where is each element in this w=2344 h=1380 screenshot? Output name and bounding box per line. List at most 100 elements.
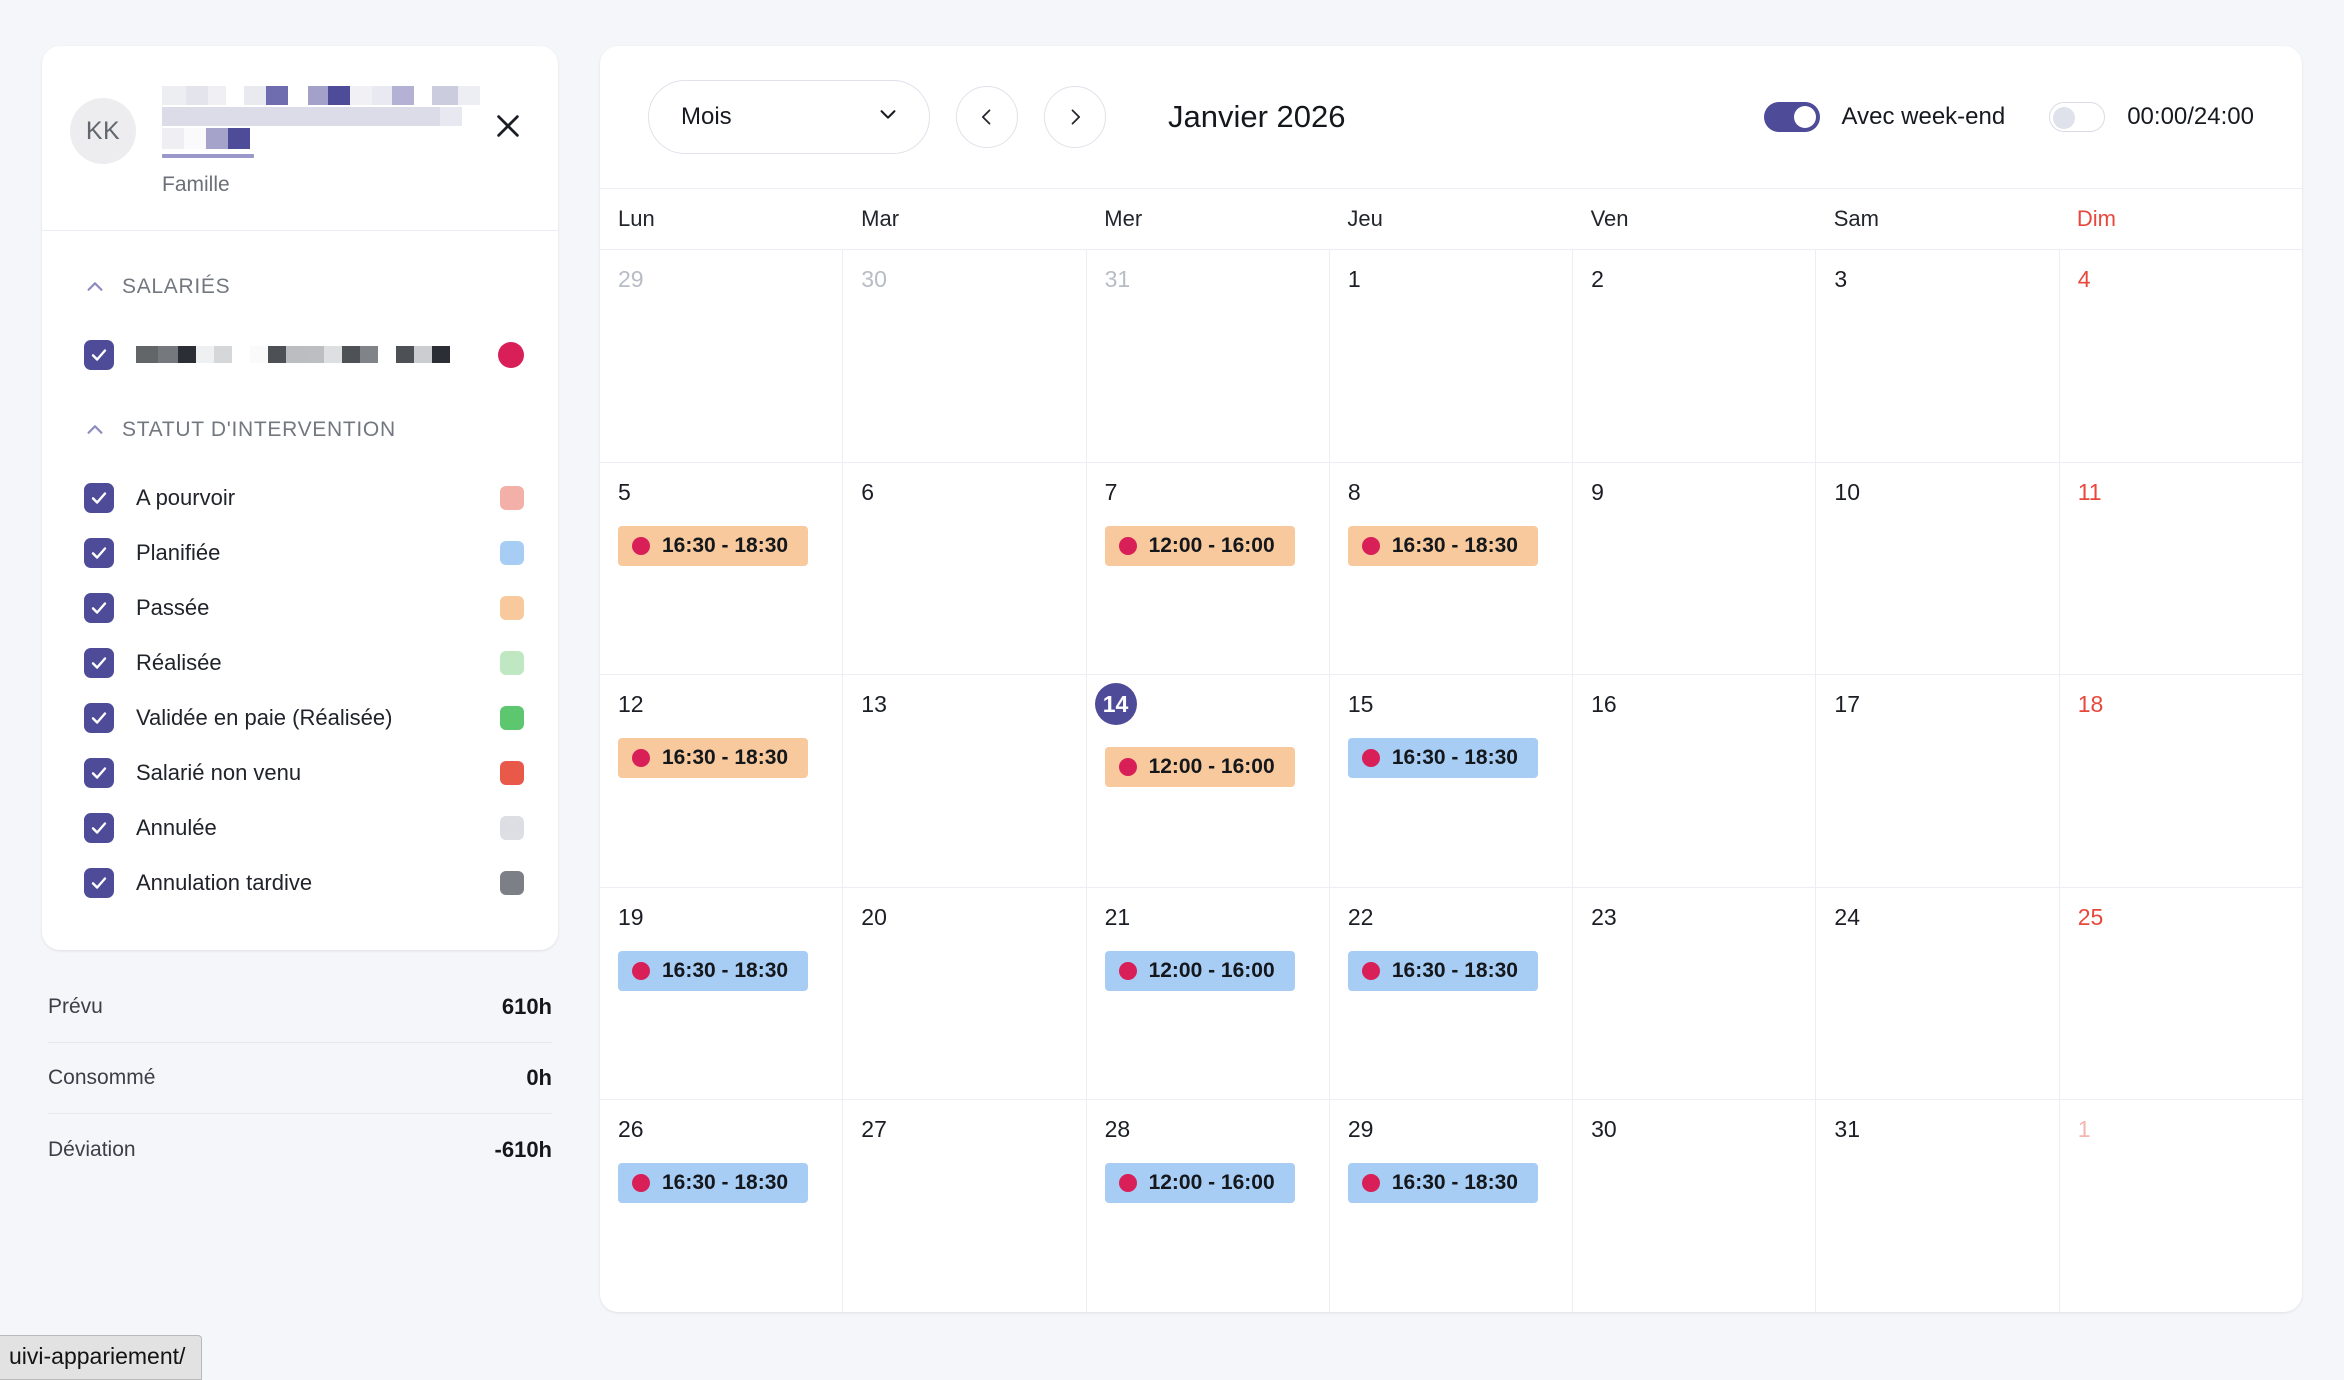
prev-period-button[interactable] — [956, 86, 1018, 148]
calendar-day-cell[interactable]: 30 — [1573, 1100, 1817, 1312]
calendar-day-cell[interactable]: 1 — [1330, 250, 1574, 462]
redaction-line — [162, 107, 486, 126]
weekend-toggle[interactable] — [1763, 102, 1820, 132]
event-employee-dot — [632, 1174, 650, 1193]
status-filter-row[interactable]: Passée — [70, 580, 530, 635]
redaction-block — [396, 346, 414, 363]
toggle-knob — [2053, 107, 2076, 129]
calendar-day-cell[interactable]: 28 12:00 - 16:00 — [1087, 1100, 1330, 1312]
calendar-day-cell[interactable]: 7 12:00 - 16:00 — [1087, 462, 1330, 675]
calendar-event-chip[interactable]: 16:30 - 18:30 — [1347, 1163, 1539, 1204]
next-period-button[interactable] — [1044, 86, 1106, 148]
calendar-day-cell[interactable]: 27 — [843, 1100, 1087, 1312]
toolbar-toggles: Avec week-end 00:00/24:00 — [1763, 102, 2254, 132]
redaction-block — [196, 346, 214, 363]
status-filter-row[interactable]: Annulation tardive — [70, 855, 530, 910]
status-checkbox[interactable] — [84, 812, 114, 843]
status-checkbox[interactable] — [84, 592, 114, 623]
status-filter-row[interactable]: Planifiée — [70, 525, 530, 580]
view-select[interactable]: Mois — [648, 80, 930, 154]
event-time-label: 16:30 - 18:30 — [1391, 746, 1518, 770]
calendar-day-cell[interactable]: 8 16:30 - 18:30 — [1330, 462, 1574, 675]
redaction-block — [268, 346, 286, 363]
calendar-event-chip[interactable]: 16:30 - 18:30 — [1347, 525, 1539, 566]
calendar-day-cell[interactable]: 29 16:30 - 18:30 — [1330, 1100, 1574, 1312]
calendar-day-cell[interactable]: 3 — [1816, 250, 2060, 462]
calendar-day-cell[interactable]: 19 16:30 - 18:30 — [600, 887, 844, 1100]
redaction-block — [432, 86, 458, 105]
status-filter-row[interactable]: Validée en paie (Réalisée) — [70, 690, 530, 745]
calendar-day-cell[interactable]: 5 16:30 - 18:30 — [600, 462, 844, 675]
calendar-day-cell[interactable]: 1 — [2060, 1100, 2302, 1312]
status-filter-row[interactable]: Réalisée — [70, 635, 530, 690]
view-select-value: Mois — [681, 103, 732, 130]
redaction-block — [228, 128, 250, 149]
status-color-swatch — [500, 705, 524, 730]
calendar-event-chip[interactable]: 12:00 - 16:00 — [1104, 525, 1295, 566]
calendar-day-cell[interactable]: 29 — [600, 250, 844, 462]
employee-checkbox[interactable] — [84, 339, 114, 370]
calendar-day-cell[interactable]: 11 — [2060, 463, 2302, 675]
status-checkbox[interactable] — [84, 867, 114, 898]
calendar-day-cell[interactable]: 14 12:00 - 16:00 — [1087, 675, 1330, 887]
calendar-day-cell[interactable]: 6 — [843, 462, 1087, 675]
sidebar-section-salaries[interactable]: SALARIÉS — [70, 275, 530, 299]
calendar-event-chip[interactable]: 16:30 - 18:30 — [1347, 950, 1539, 991]
calendar-day-cell[interactable]: 10 — [1816, 462, 2060, 675]
close-icon[interactable] — [486, 104, 530, 148]
stat-row: Prévu 610h — [48, 972, 552, 1043]
sidebar-section-statut[interactable]: STATUT D'INTERVENTION — [70, 418, 530, 442]
day-number-today: 14 — [1094, 683, 1137, 726]
event-employee-dot — [632, 749, 650, 768]
calendar-day-cell[interactable]: 31 — [1087, 250, 1330, 462]
calendar-day-cell[interactable]: 13 — [843, 675, 1087, 887]
calendar-day-cell[interactable]: 24 — [1816, 887, 2060, 1100]
employee-row[interactable] — [70, 327, 530, 382]
status-checkbox[interactable] — [84, 482, 114, 513]
calendar-event-chip[interactable]: 12:00 - 16:00 — [1104, 950, 1295, 991]
calendar-day-cell[interactable]: 21 12:00 - 16:00 — [1087, 887, 1330, 1100]
calendar-day-cell[interactable]: 4 — [2060, 250, 2302, 462]
day-number: 13 — [861, 691, 887, 718]
calendar-day-cell[interactable]: 17 — [1816, 675, 2060, 887]
fullday-toggle[interactable] — [2049, 102, 2106, 132]
main-content: Mois Janvier — [600, 0, 2344, 1380]
section-title: STATUT D'INTERVENTION — [122, 418, 396, 441]
calendar-day-cell[interactable]: 12 16:30 - 18:30 — [600, 675, 844, 887]
calendar-event-chip[interactable]: 16:30 - 18:30 — [618, 950, 809, 991]
calendar-event-chip[interactable]: 16:30 - 18:30 — [618, 1163, 809, 1204]
calendar-event-chip[interactable]: 16:30 - 18:30 — [618, 738, 809, 779]
redaction-block — [392, 86, 414, 105]
status-filter-row[interactable]: Salarié non venu — [70, 745, 530, 800]
day-of-week-header: Lun Mar Mer Jeu Ven Sam Dim — [600, 188, 2302, 250]
calendar-event-chip[interactable]: 12:00 - 16:00 — [1104, 1163, 1295, 1204]
calendar-event-chip[interactable]: 12:00 - 16:00 — [1104, 747, 1295, 788]
calendar-day-cell[interactable]: 2 — [1573, 250, 1817, 462]
calendar-day-cell[interactable]: 30 — [843, 250, 1087, 462]
status-label: Salarié non venu — [136, 759, 302, 785]
event-time-label: 16:30 - 18:30 — [662, 958, 789, 982]
calendar-day-cell[interactable]: 23 — [1573, 887, 1817, 1100]
calendar-day-cell[interactable]: 20 — [843, 887, 1087, 1100]
status-checkbox[interactable] — [84, 647, 114, 678]
calendar-day-cell[interactable]: 15 16:30 - 18:30 — [1330, 675, 1574, 887]
calendar-day-cell[interactable]: 9 — [1573, 462, 1817, 675]
period-title: Janvier 2026 — [1168, 99, 1346, 134]
status-color-swatch — [500, 540, 524, 565]
stat-row: Déviation -610h — [48, 1114, 552, 1185]
status-checkbox[interactable] — [84, 757, 114, 788]
calendar-event-chip[interactable]: 16:30 - 18:30 — [1347, 738, 1539, 779]
calendar-day-cell[interactable]: 18 — [2060, 675, 2302, 887]
status-filter-row[interactable]: A pourvoir — [70, 470, 530, 525]
calendar-day-cell[interactable]: 16 — [1573, 675, 1817, 887]
day-number: 29 — [618, 266, 644, 292]
calendar-event-chip[interactable]: 16:30 - 18:30 — [618, 525, 809, 566]
day-of-week-label: Lun — [618, 206, 655, 231]
status-filter-row[interactable]: Annulée — [70, 800, 530, 855]
status-checkbox[interactable] — [84, 537, 114, 568]
calendar-day-cell[interactable]: 31 — [1816, 1100, 2060, 1312]
calendar-day-cell[interactable]: 25 — [2060, 888, 2302, 1100]
calendar-day-cell[interactable]: 22 16:30 - 18:30 — [1330, 887, 1574, 1100]
calendar-day-cell[interactable]: 26 16:30 - 18:30 — [600, 1100, 844, 1312]
status-checkbox[interactable] — [84, 702, 114, 733]
